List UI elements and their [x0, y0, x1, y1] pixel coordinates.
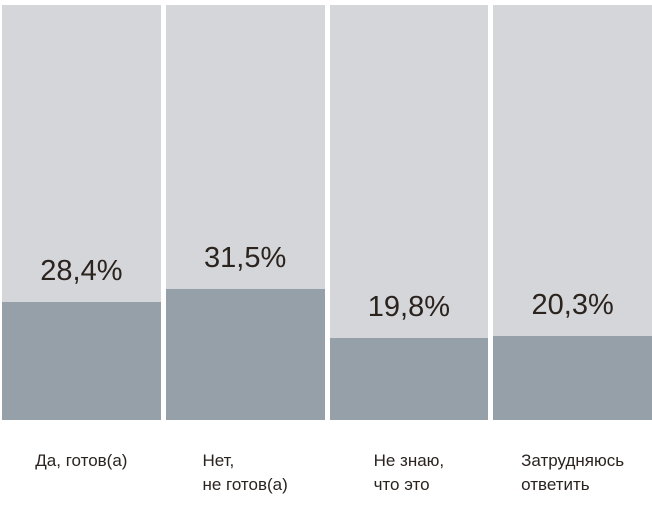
category-label-no: Нет, не готов(а): [202, 451, 288, 494]
bar-value-label: 20,3%: [531, 288, 614, 321]
category-cell: Затрудняюсь ответить: [493, 449, 652, 497]
category-cell: Да, готов(а): [2, 449, 161, 497]
bar-column-yes: 28,4%: [2, 5, 161, 420]
bar-fill: [493, 335, 652, 420]
bar-value-label: 28,4%: [40, 255, 123, 288]
category-label-hard-to-answer: Затрудняюсь ответить: [521, 451, 625, 494]
bar-value-label: 19,8%: [367, 290, 450, 323]
category-label-yes: Да, готов(а): [35, 451, 128, 470]
bar-fill: [2, 302, 161, 420]
bar-fill: [165, 289, 325, 420]
category-label-dont-know: Не знаю, что это: [373, 451, 445, 494]
bar-fill: [329, 337, 489, 420]
category-cell: Не знаю, что это: [330, 449, 489, 497]
category-cell: Нет, не готов(а): [166, 449, 325, 497]
bar-column-hard-to-answer: 20,3%: [493, 5, 652, 420]
bar-column-no: 31,5%: [165, 5, 325, 420]
bar-column-dont-know: 19,8%: [329, 5, 489, 420]
category-axis: Да, готов(а) Нет, не готов(а) Не знаю, ч…: [0, 449, 652, 497]
chart-plot-area: 28,4% 31,5% 19,8% 20,3%: [2, 5, 652, 420]
bar-value-label: 31,5%: [204, 242, 287, 275]
